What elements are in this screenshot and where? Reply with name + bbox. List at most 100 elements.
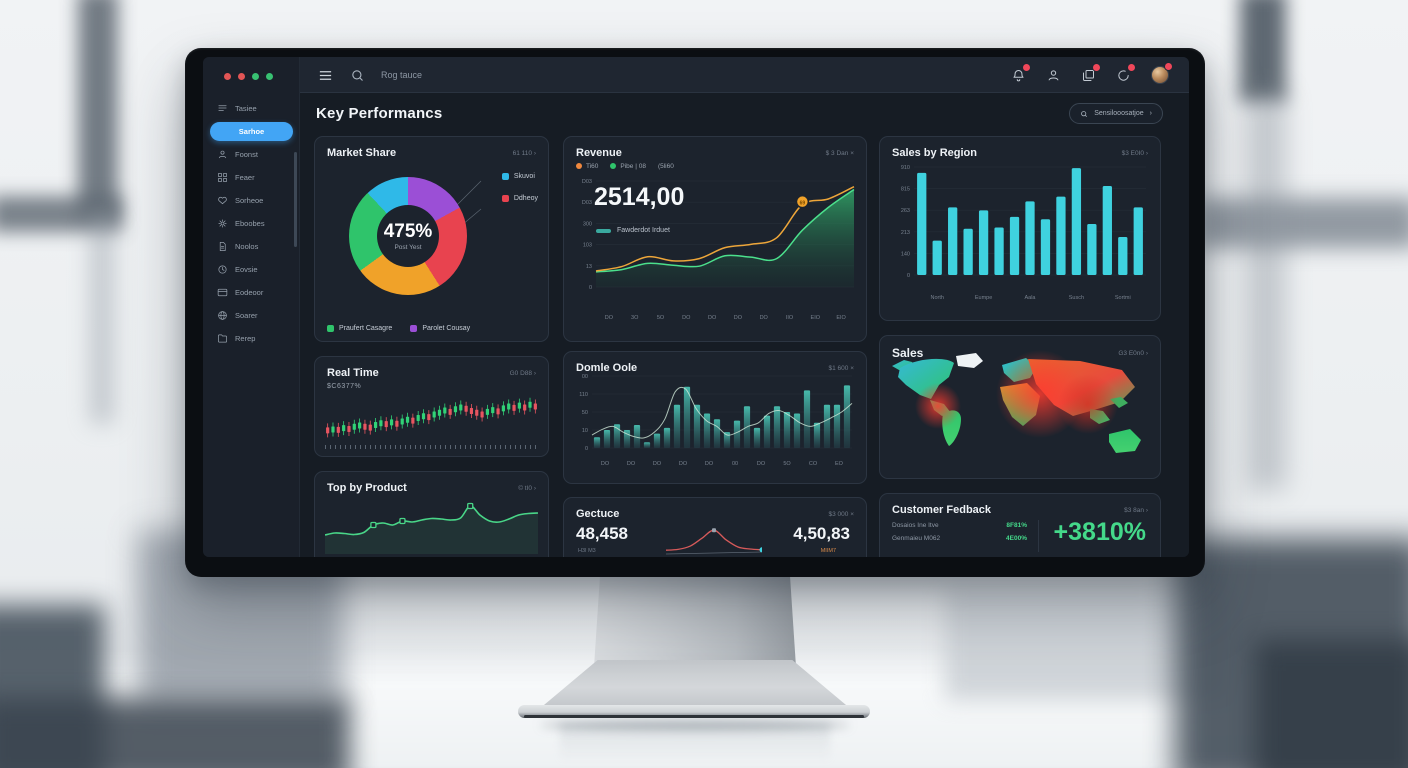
layers-icon[interactable] (1081, 62, 1101, 83)
sidebar-item-label: Eovsie (235, 265, 258, 274)
monitor-stand-base-edge (524, 715, 864, 718)
card-menu[interactable]: G0 D88 › (509, 369, 536, 377)
sidebar-item-eodeoor[interactable]: Eodeoor (203, 281, 300, 304)
svg-text:263: 263 (901, 208, 910, 214)
svg-text:5O: 5O (657, 315, 665, 321)
sidebar-item-label: Eboobes (235, 219, 265, 228)
card-menu[interactable]: $3 8an › (1124, 506, 1148, 514)
dashboard-main: Key Performancs Sensilooosatjoe › Market… (300, 93, 1189, 557)
gectuce-left-sub: H3I M3 (578, 548, 596, 554)
globe-icon (218, 311, 227, 320)
svg-text:EIO: EIO (836, 315, 846, 321)
card-menu[interactable]: © tI0 › (518, 484, 536, 492)
svg-text:DO: DO (734, 315, 743, 321)
svg-text:13: 13 (586, 264, 592, 270)
gectuce-mini-chart (665, 522, 765, 557)
chat-icon (1118, 69, 1129, 81)
hamburger-menu-icon[interactable] (318, 68, 334, 83)
card-title: Revenue (576, 147, 622, 159)
svg-text:Susch: Susch (1069, 295, 1084, 301)
svg-text:Sortmi: Sortmi (1115, 295, 1131, 301)
card-real-time: Real Time G0 D88 › $C6377% (314, 356, 549, 457)
sidebar-item-tasiee[interactable]: Tasiee (203, 97, 300, 120)
legend-item: Skuvoi (501, 173, 538, 180)
sidebar-item-eovsie[interactable]: Eovsie (203, 258, 300, 281)
chevron-right-icon: › (1149, 110, 1152, 117)
candlestick-chart (325, 392, 538, 449)
series-swatch (596, 228, 611, 233)
divider (1038, 520, 1039, 552)
header-search-button[interactable]: Sensilooosatjoe › (1069, 103, 1163, 124)
gectuce-right-value: 4,50,83 (793, 524, 850, 543)
sidebar-scrollbar[interactable] (294, 152, 297, 247)
grid-icon (218, 173, 227, 182)
window-mullion (1248, 90, 1286, 490)
bell-icon[interactable] (1011, 62, 1031, 83)
card-title: Top by Product (327, 482, 407, 494)
furniture-silhouette (1255, 640, 1408, 768)
chat-icon[interactable] (1116, 62, 1136, 83)
donut-bottom-legend: Praufert Casagre Parolet Cousay (327, 325, 470, 332)
card-menu[interactable]: G3 E0n0 › (1118, 349, 1148, 357)
sidebar-item-sorheoe[interactable]: Sorheoe (203, 189, 300, 212)
sidebar-item-label: Noolos (235, 242, 259, 251)
svg-text:D03: D03 (582, 179, 592, 185)
window-dot[interactable] (266, 73, 273, 80)
svg-text:DO: DO (605, 315, 614, 321)
notification-badge (1022, 62, 1031, 72)
card-title: Market Share (327, 147, 397, 159)
window-dot[interactable] (252, 73, 259, 80)
legend-item: Pibe | 08 (610, 163, 646, 170)
card-title: Real Time (327, 367, 379, 379)
region-bar-chart: 910 815 263 213 140 0 North Eumpe Aala Susch Sortm… (890, 163, 1152, 308)
window-control-dots[interactable] (224, 73, 273, 80)
sidebar-item-label: Rerep (235, 334, 256, 343)
notification-badge (1092, 62, 1101, 72)
search-input[interactable]: Rog tauce (381, 70, 423, 80)
card-icon (217, 288, 228, 297)
topbar: Rog tauce (300, 57, 1189, 93)
card-title: Gectuce (576, 508, 620, 520)
svg-text:10: 10 (582, 428, 588, 434)
svg-text:DO: DO (682, 315, 691, 321)
revenue-big-value: 2514,00 (594, 183, 685, 211)
folder-icon (218, 334, 227, 343)
card-gectuce: Gectuce $3 000 × 48,458 H3I M3 4,50,83 M… (563, 497, 867, 557)
clock-icon (218, 265, 227, 274)
sidebar-item-rerep[interactable]: Rerep (203, 327, 300, 350)
feedback-row: Dosaios Ine Itve 8F81% (892, 522, 1027, 529)
gectuce-left-value: 48,458 (576, 524, 628, 543)
svg-text:DO: DO (708, 315, 717, 321)
feedback-big-value: +3810% (1053, 518, 1146, 546)
window-dot[interactable] (224, 73, 231, 80)
sidebar-item-eboobes[interactable]: Eboobes (203, 212, 300, 235)
card-menu[interactable]: $1 600 × (828, 364, 854, 372)
legend-item: (5li60 (657, 163, 674, 170)
svg-text:110: 110 (579, 392, 588, 398)
card-title: Sales by Region (892, 147, 977, 159)
card-customer-fedback: Customer Fedback $3 8an › Dosaios Ine It… (879, 493, 1161, 557)
svg-text:3O: 3O (631, 315, 639, 321)
sidebar-item-noolos[interactable]: Noolos (203, 235, 300, 258)
card-menu[interactable]: $ 3 Dan × (825, 149, 854, 157)
avatar[interactable] (1151, 62, 1173, 84)
sidebar-item-foonst[interactable]: Foonst (203, 143, 300, 166)
card-menu[interactable]: $3 000 × (828, 510, 854, 518)
sidebar-item-feaer[interactable]: Feaer (203, 166, 300, 189)
furniture-silhouette (0, 698, 350, 768)
search-icon[interactable] (350, 68, 365, 83)
sidebar-item-soarer[interactable]: Soarer (203, 304, 300, 327)
layers-icon (1083, 69, 1094, 81)
svg-text:00: 00 (732, 461, 738, 467)
sidebar-item-sarhoe[interactable]: Sarhoe (210, 122, 293, 141)
user-icon[interactable] (1046, 68, 1061, 83)
svg-text:DO: DO (679, 461, 688, 467)
top-product-line-chart (324, 496, 539, 557)
card-menu[interactable]: $3 E0I0 › (1121, 149, 1148, 157)
card-menu[interactable]: 61 110 › (512, 149, 536, 157)
sidebar: Tasiee Sarhoe Foonst Feaer Sorheoe Eboobes Noo… (203, 57, 300, 557)
card-revenue: Revenue $ 3 Dan × Ti60 Pibe | 08 (5li60 25… (563, 136, 867, 342)
donut-center-sub: Post Yest (394, 244, 422, 251)
window-dot[interactable] (238, 73, 245, 80)
sidebar-item-label: Soarer (235, 311, 258, 320)
